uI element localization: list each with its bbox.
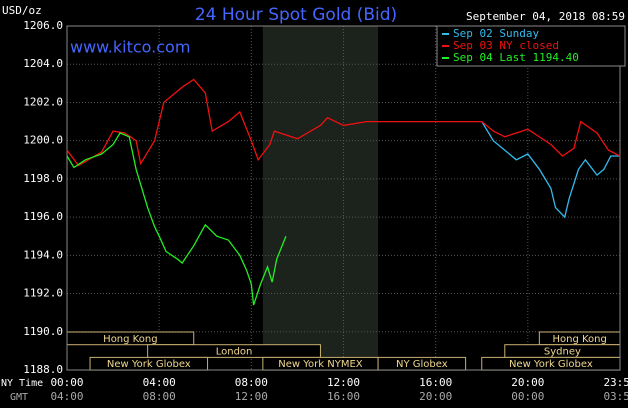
session-bar bbox=[147, 344, 321, 358]
x-tick-label: 12:00 bbox=[327, 376, 360, 389]
x2-tick-label: 08:00 bbox=[143, 390, 176, 403]
x-tick-label: 16:00 bbox=[419, 376, 452, 389]
subtitle: www.kitco.com bbox=[70, 38, 190, 57]
plot-frame bbox=[66, 25, 621, 371]
x-tick-label: 04:00 bbox=[143, 376, 176, 389]
x2-row-label: GMT bbox=[10, 392, 28, 403]
session-label: London bbox=[216, 347, 253, 358]
line-series bbox=[66, 78, 621, 167]
y-tick-label: 1196.0 bbox=[23, 210, 63, 223]
x2-tick-label: 12:00 bbox=[235, 390, 268, 403]
y-tick-label: 1188.0 bbox=[23, 363, 63, 376]
session-label: Sydney bbox=[544, 347, 581, 358]
x-tick-label: 08:00 bbox=[235, 376, 268, 389]
y-tick-label: 1206.0 bbox=[23, 19, 63, 32]
x-tick-label: 20:00 bbox=[511, 376, 544, 389]
x2-tick-label: 00:00 bbox=[511, 390, 544, 403]
timestamp: September 04, 2018 08:59 bbox=[466, 10, 625, 23]
legend-label: Sep 02 Sunday bbox=[453, 27, 539, 40]
x2-tick-label: 16:00 bbox=[327, 390, 360, 403]
session-label: Hong Kong bbox=[552, 334, 606, 345]
y-tick-label: 1200.0 bbox=[23, 134, 63, 147]
x2-tick-label: 20:00 bbox=[419, 390, 452, 403]
session-label: New York NYMEX bbox=[278, 359, 363, 370]
session-label: New York Globex bbox=[509, 359, 593, 370]
x2-tick-label: 04:00 bbox=[50, 390, 83, 403]
legend-label: Sep 04 Last 1194.40 bbox=[453, 51, 579, 64]
session-label: NY Globex bbox=[396, 359, 448, 370]
session-label: New York Globex bbox=[107, 359, 191, 370]
x-row-label: NY Time bbox=[1, 378, 43, 389]
y-tick-label: 1190.0 bbox=[23, 325, 63, 338]
session-label: Hong Kong bbox=[103, 334, 157, 345]
y-tick-label: 1192.0 bbox=[23, 287, 63, 300]
y-tick-label: 1204.0 bbox=[23, 57, 63, 70]
y-tick-label: 1198.0 bbox=[23, 172, 63, 185]
x2-tick-label: 03:59 bbox=[603, 390, 628, 403]
shaded-band bbox=[262, 26, 379, 370]
y-tick-label: 1194.0 bbox=[23, 248, 63, 261]
line-series bbox=[481, 121, 620, 219]
y-unit: USD/oz bbox=[2, 4, 42, 17]
x-tick-label: 00:00 bbox=[50, 376, 83, 389]
y-tick-label: 1202.0 bbox=[23, 95, 63, 108]
legend-label: Sep 03 NY closed bbox=[453, 39, 559, 52]
line-series bbox=[66, 132, 287, 306]
legend-box bbox=[436, 25, 626, 67]
chart-title: 24 Hour Spot Gold (Bid) bbox=[195, 5, 397, 25]
x-tick-label: 23:59 bbox=[603, 376, 628, 389]
